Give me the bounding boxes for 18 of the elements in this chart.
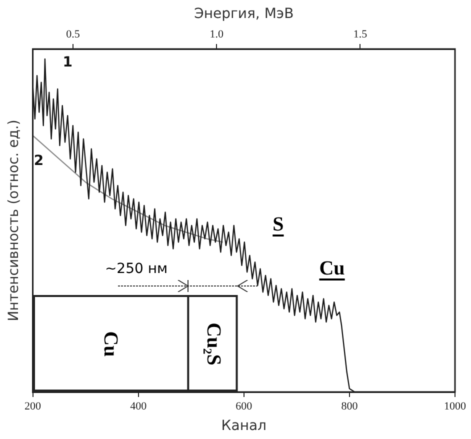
- x-tick-label: 400: [130, 400, 148, 412]
- annotation: Cu: [319, 257, 345, 280]
- x2-tick-label: 1.0: [210, 28, 224, 40]
- annotation: Cu₂S: [201, 322, 224, 366]
- annotation: ~250 нм: [104, 261, 168, 278]
- x-tick-label: 200: [24, 400, 42, 412]
- y-axis-title: Интенсивность (относ. ед.): [6, 120, 22, 322]
- series-label: 1: [62, 54, 72, 71]
- annotation: Cu: [98, 330, 122, 356]
- x2-axis-title: Энергия, МэВ: [194, 6, 294, 22]
- series-label: 2: [34, 153, 44, 170]
- x2-tick-label: 0.5: [66, 28, 80, 40]
- x-tick-label: 1000: [444, 400, 466, 412]
- x-tick-label: 800: [341, 400, 358, 412]
- x-axis-title: Канал: [221, 418, 266, 434]
- annotation: S: [272, 214, 284, 237]
- x-tick-label: 600: [236, 400, 253, 412]
- x2-tick-label: 1.5: [353, 28, 368, 40]
